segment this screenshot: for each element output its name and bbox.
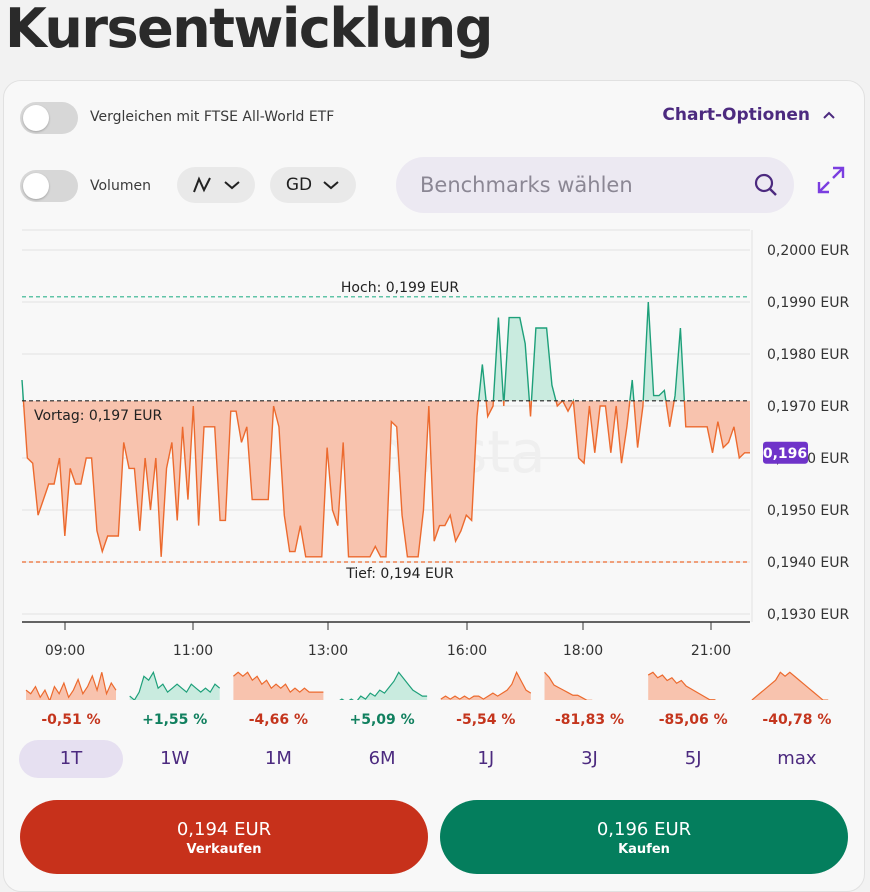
x-tick-label: 11:00 [173, 643, 213, 659]
sell-label: Verkaufen [186, 842, 262, 857]
sparkline-fill [26, 672, 116, 700]
sparkline-fill [340, 672, 428, 700]
reference-label: Vortag: 0,197 EUR [34, 408, 163, 424]
low-label: Tief: 0,194 EUR [345, 566, 454, 582]
y-tick-label: 0,1950 EUR [767, 503, 850, 519]
range-button-max[interactable]: max [777, 748, 817, 769]
sparkline-1W[interactable] [129, 670, 221, 700]
sparkline-fill [233, 672, 324, 700]
page-title: Kursentwicklung [5, 0, 493, 60]
range-change-3J: -81,83 % [555, 712, 624, 728]
compare-toggle[interactable] [20, 102, 78, 134]
indicator-label: GD [285, 175, 313, 195]
buy-label: Kaufen [618, 842, 670, 857]
chart-options-button[interactable]: Chart-Optionen [662, 105, 836, 125]
sparkline-fill [751, 672, 823, 700]
price-chart[interactable]: 0,2000 EUR 0,1990 EUR 0,1980 EUR 0,1970 EUR… [0, 0, 870, 700]
buy-button[interactable]: 0,196 EUR Kaufen [440, 800, 848, 874]
x-tick-label: 13:00 [308, 643, 348, 659]
y-tick-label: 0,2000 EUR [767, 243, 850, 259]
range-change-1J: -5,54 % [456, 712, 516, 728]
sparkline-line [647, 671, 717, 700]
chart-type-dropdown[interactable] [177, 167, 255, 203]
sparkline-1J[interactable] [440, 670, 532, 700]
y-tick-label: 0,1980 EUR [767, 347, 850, 363]
range-button-1M[interactable]: 1M [264, 748, 292, 769]
x-tick-label: 21:00 [691, 643, 731, 659]
sell-button[interactable]: 0,194 EUR Verkaufen [20, 800, 428, 874]
sparkline-line [25, 672, 117, 700]
volume-label: Volumen [90, 178, 151, 194]
y-tick-label: 0,1940 EUR [767, 555, 850, 571]
y-tick-label: 0,1990 EUR [767, 295, 850, 311]
range-change-5J: -85,06 % [658, 712, 728, 728]
y-tick-label: 0,1930 EUR [767, 607, 850, 623]
high-label: Hoch: 0,199 EUR [341, 280, 459, 296]
current-price-label: 0,196 [763, 446, 807, 462]
range-change-1T: -0,51 % [41, 712, 101, 728]
range-button-1T[interactable]: 1T [19, 740, 123, 778]
range-change-1W: +1,55 % [142, 712, 208, 728]
buy-price: 0,196 EUR [596, 819, 692, 840]
sparkline-1T[interactable] [25, 672, 117, 700]
x-tick-label: 09:00 [45, 643, 85, 659]
range-button-3J[interactable]: 3J [581, 748, 598, 769]
benchmark-search[interactable]: Benchmarks wählen [396, 157, 794, 213]
area-above-reference [22, 302, 685, 401]
chevron-down-icon [323, 181, 339, 190]
x-tick-label: 18:00 [563, 643, 603, 659]
sparkline-line [751, 671, 829, 700]
range-button-1W[interactable]: 1W [160, 748, 190, 769]
chevron-up-icon [823, 111, 835, 119]
sell-price: 0,194 EUR [176, 819, 272, 840]
compare-label: Vergleichen mit FTSE All-World ETF [90, 109, 335, 125]
sparkline-line [129, 670, 221, 700]
search-icon[interactable] [754, 173, 778, 197]
sparkline-fill [129, 672, 220, 700]
sparkline-max[interactable] [751, 671, 842, 700]
sparkline-fill [648, 672, 715, 700]
range-change-6M: +5,09 % [349, 712, 415, 728]
sparkline-fill [544, 672, 587, 700]
range-button-1J[interactable]: 1J [477, 748, 495, 769]
sparkline-line [233, 671, 324, 694]
sparkline-3J[interactable] [544, 671, 635, 700]
benchmark-placeholder: Benchmarks wählen [420, 173, 633, 197]
sparkline-line [440, 670, 532, 700]
range-button-6M[interactable]: 6M [368, 748, 396, 769]
range-button-5J[interactable]: 5J [684, 748, 702, 769]
chevron-down-icon [224, 181, 240, 190]
indicator-dropdown[interactable]: GD [270, 167, 356, 203]
y-tick-label: 0,1970 EUR [767, 399, 850, 415]
chart-options-label: Chart-Optionen [662, 105, 810, 125]
x-tick-label: 16:00 [447, 643, 487, 659]
sparkline-1M[interactable] [233, 671, 324, 700]
expand-icon[interactable] [816, 165, 846, 195]
sparkline-line [544, 671, 593, 700]
volume-toggle[interactable] [20, 170, 78, 202]
price-line-down [22, 400, 750, 558]
sparkline-5J[interactable] [647, 671, 738, 700]
sparkline-fill [440, 672, 531, 700]
range-change-max: -40,78 % [762, 712, 832, 728]
toggle-knob [23, 173, 49, 199]
sparkline-line [339, 671, 428, 700]
range-change-1M: -4,66 % [248, 712, 309, 728]
line-chart-icon [193, 176, 211, 193]
area-below-reference [22, 400, 750, 557]
current-price-badge [763, 441, 808, 464]
sparkline-6M[interactable] [337, 671, 428, 700]
toggle-knob [23, 105, 49, 131]
